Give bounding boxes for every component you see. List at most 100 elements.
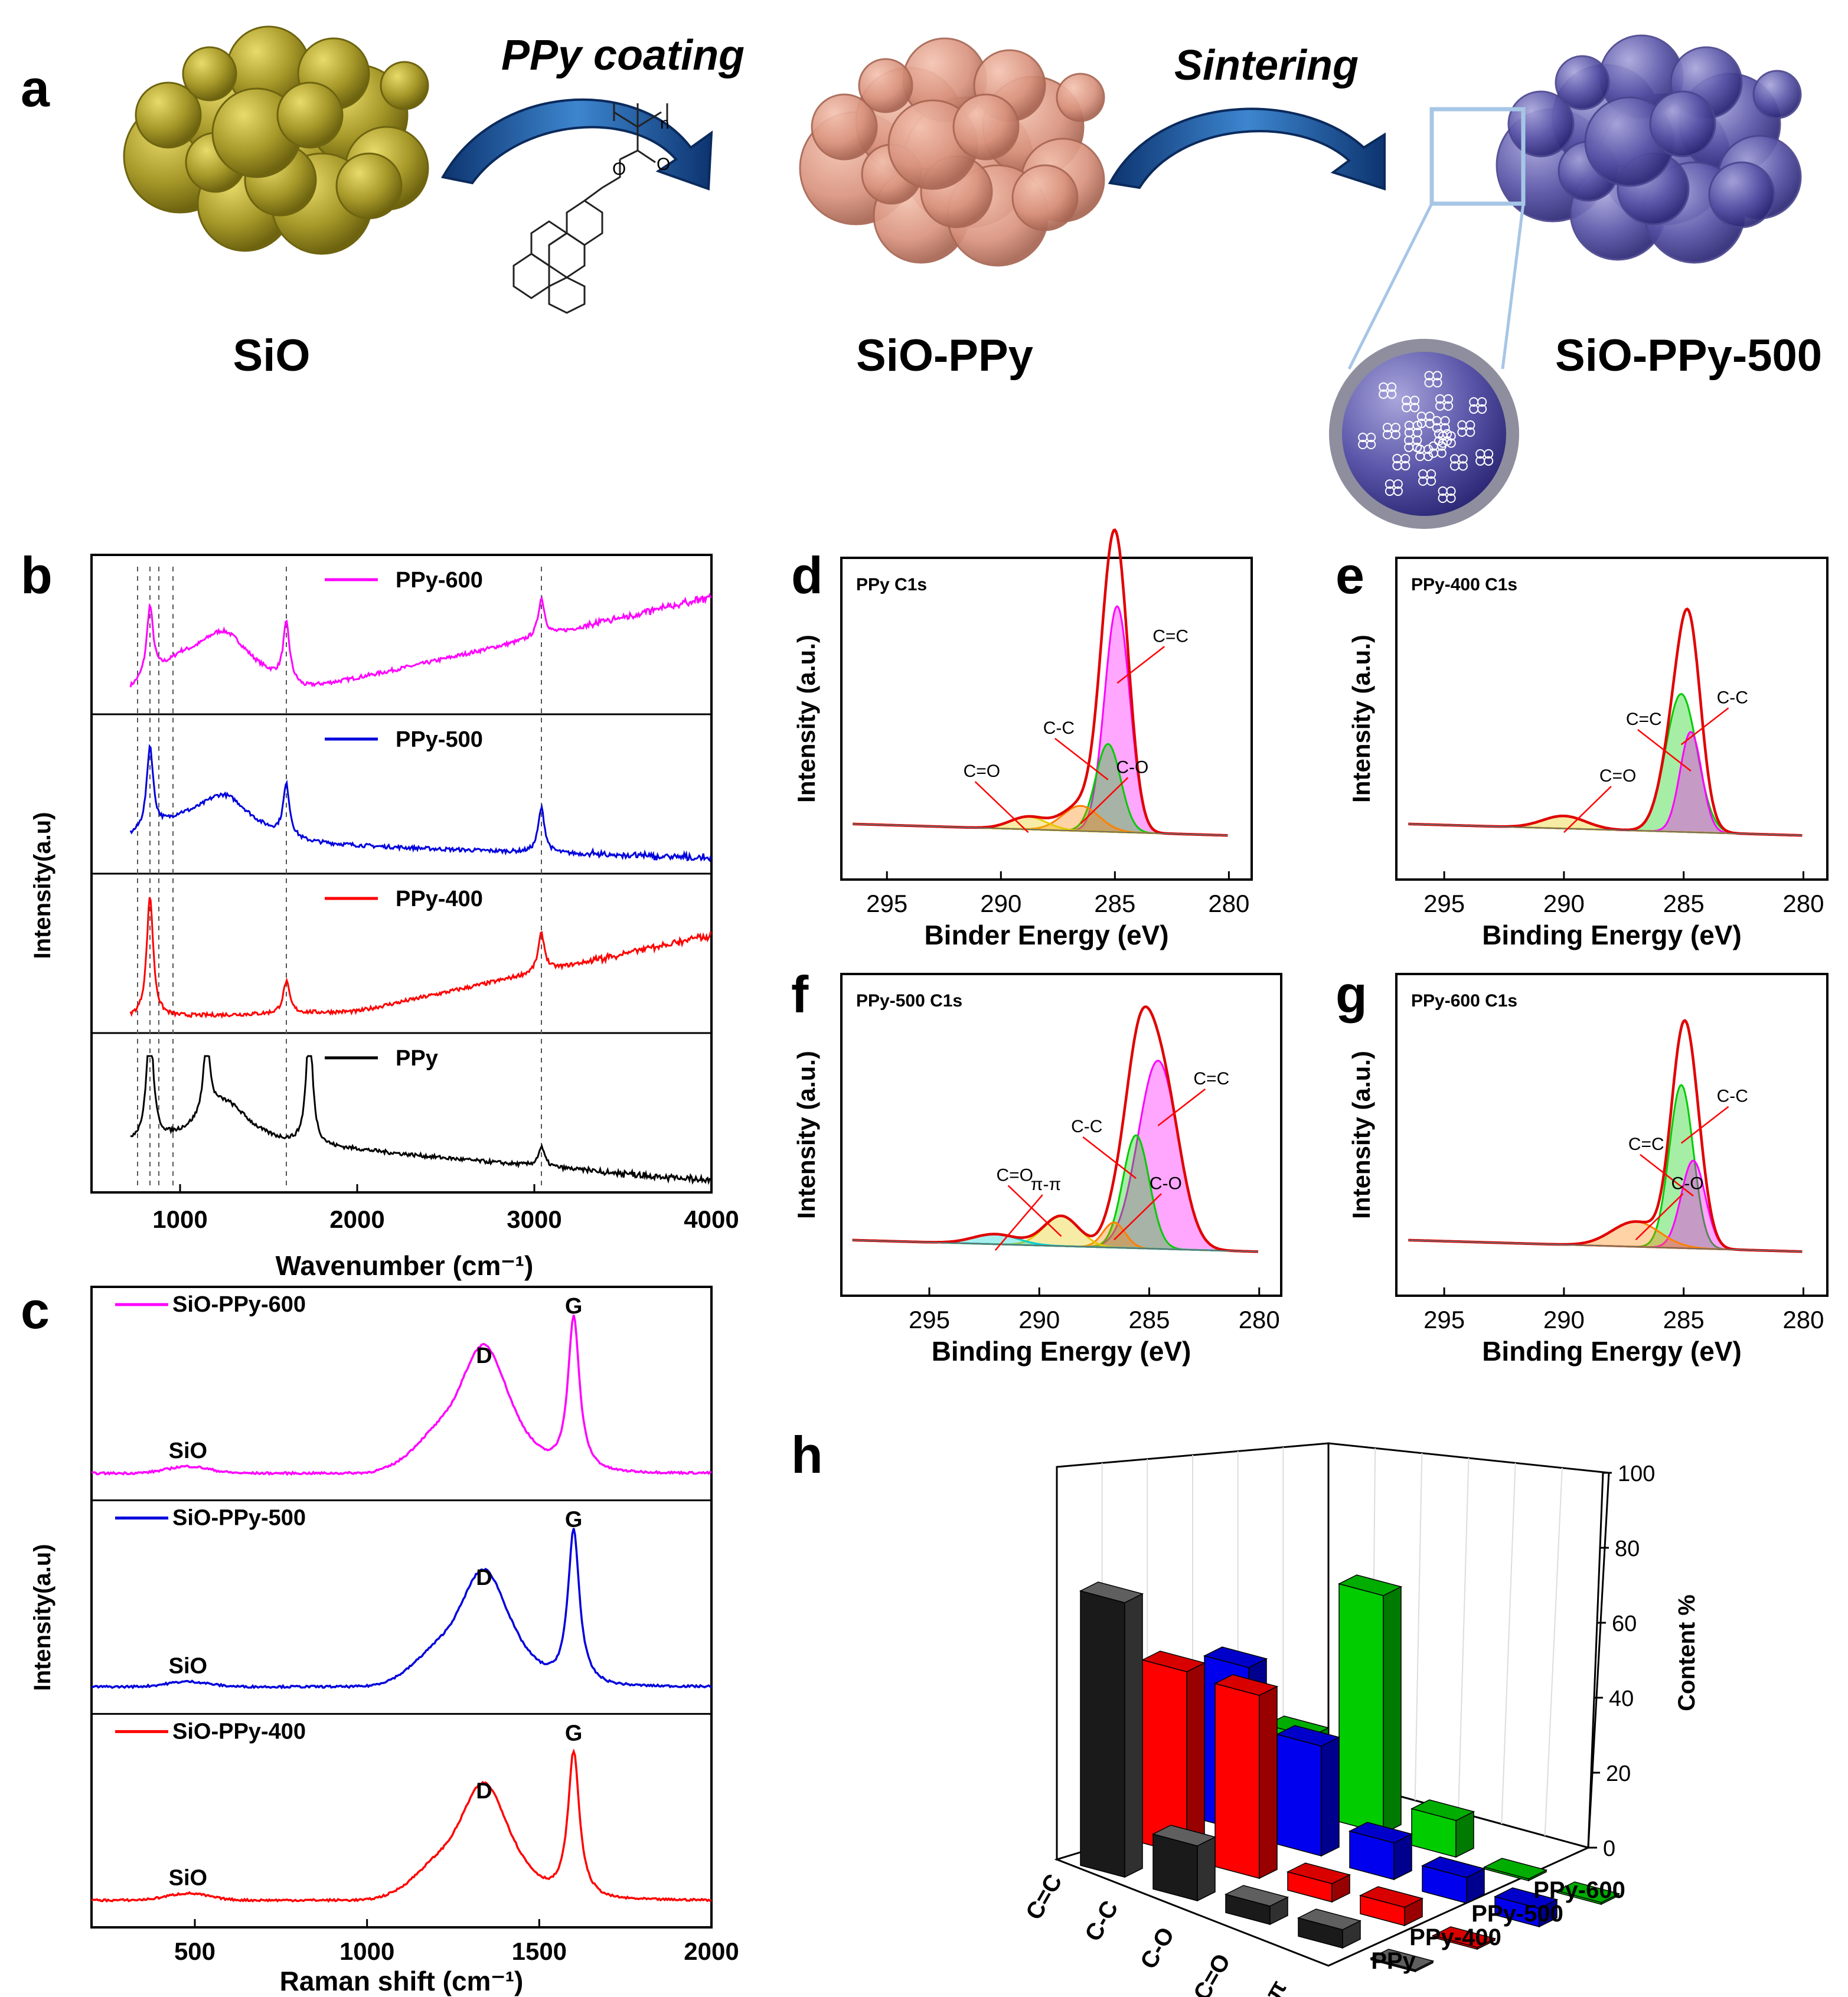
- z-axis: [1587, 1472, 1604, 1848]
- series-line-SiO-PPy-600: [92, 1315, 712, 1476]
- plot-frame: [840, 973, 1282, 1297]
- panel-b-ylabel: Intensity(a.u): [30, 812, 55, 959]
- panel-c-xlabel: Raman shift (cm⁻¹): [280, 1966, 524, 1996]
- y-axis-label: Intensity (a.u.): [1347, 1051, 1375, 1219]
- legend-label: PPy-500: [396, 727, 483, 752]
- annotation-C=O: C=O: [997, 1165, 1034, 1185]
- panel-c-ylabel: Intensity(a.u): [30, 1544, 55, 1691]
- x-tick-label: 500: [174, 1937, 216, 1965]
- annotation-C-O: C-O: [1671, 1174, 1704, 1193]
- annotation-arrow: [1116, 646, 1165, 684]
- pyrene-unit: [1446, 493, 1456, 503]
- x-tick-label: 280: [1208, 890, 1249, 917]
- bar-front: [1080, 1590, 1125, 1878]
- annotation-arrow: [1007, 1185, 1062, 1237]
- annotation-arrow: [1080, 777, 1129, 825]
- bar-top: [1079, 1581, 1144, 1603]
- panel-b-xlabel: Wavenumber (cm⁻¹): [276, 1250, 534, 1281]
- legend-label: PPy-600: [396, 568, 483, 593]
- peak-label-sio: SiO: [169, 1654, 207, 1679]
- pyrene-unit: [1410, 403, 1420, 413]
- pyrene-unit: [1432, 378, 1442, 388]
- component-C-O: [1408, 1220, 1803, 1253]
- pyrene-unit: [1366, 432, 1376, 442]
- bar-front: [1338, 1583, 1384, 1834]
- pyrene-unit: [1390, 430, 1400, 440]
- label-sio-ppy: SiO-PPy: [856, 331, 1033, 381]
- pyrene-units-pattern: [1358, 371, 1494, 503]
- x-tick-label: 290: [1543, 890, 1585, 917]
- pyrene-unit: [1477, 404, 1487, 414]
- pyrene-unit: [1465, 420, 1475, 430]
- y-axis-label: Intensity (a.u.): [792, 635, 820, 803]
- bar-top: [1141, 1650, 1206, 1672]
- panel-f-xps-chart: PPy-500 C1s C=C C-C C-O C=Oπ-π 295 290 285 280 Bi…: [792, 973, 1282, 1367]
- annotation-arrow: [1637, 729, 1692, 772]
- pyrene-unit: [1387, 389, 1397, 399]
- sphere: [335, 152, 403, 220]
- plot-frame: [90, 1286, 713, 1929]
- background-line: [852, 1239, 1258, 1253]
- series-line-SiO-PPy-400: [91, 1748, 712, 1903]
- pyrene-unit: [1477, 397, 1487, 407]
- bar-top: [1483, 1858, 1548, 1880]
- sio-ppy-particle-cluster: [799, 37, 1105, 267]
- chart-title: PPy-600 C1s: [1411, 991, 1517, 1011]
- sphere: [1649, 90, 1716, 158]
- bar-top: [1297, 1908, 1362, 1930]
- bar-top: [1151, 1825, 1217, 1846]
- category-label: C-O: [1135, 1923, 1180, 1974]
- legend-label: PPy: [396, 1046, 438, 1071]
- polymer-subscript-n: n: [660, 114, 670, 132]
- x-tick-label: 285: [1094, 890, 1135, 917]
- series-label: PPy-600: [1533, 1877, 1625, 1903]
- pyrene-unit: [1410, 396, 1420, 406]
- x-axis-label: Binding Energy (eV): [1482, 1336, 1742, 1367]
- panel-b-ftir-chart: PPy-600 PPy-500 PPy-400 PPy 1000 2000 3000 4000: [90, 554, 739, 1233]
- annotation-C=C: C=C: [1193, 1069, 1229, 1089]
- bar-top: [1337, 1574, 1403, 1596]
- sphere: [1555, 55, 1610, 110]
- series-line-PPy-600: [129, 592, 712, 688]
- annotation-arrow: [1640, 1153, 1694, 1197]
- bar-side: [1383, 1586, 1402, 1835]
- plot-frame: [840, 557, 1253, 881]
- panel-letter-c: c: [21, 1281, 50, 1339]
- pyrene-unit: [1393, 486, 1403, 496]
- peak-label-g: G: [565, 1508, 583, 1532]
- bar-top: [1359, 1886, 1424, 1908]
- annotation-C-C: C-C: [1717, 688, 1748, 707]
- annotation-arrow: [1635, 1193, 1684, 1241]
- series-line-PPy-400: [129, 897, 712, 1019]
- x-axis-label: Binding Energy (eV): [1482, 920, 1742, 950]
- annotation-arrow: [1114, 1193, 1162, 1241]
- x-tick-label: 290: [980, 890, 1021, 917]
- annotation-arrow: [974, 781, 1029, 834]
- annotation-arrow: [1563, 786, 1612, 834]
- panel-c-raman-chart: SiO-PPy-600 SiO D G SiO-PPy-500 SiO D G SiO-PPy-…: [90, 1286, 739, 1965]
- peak-label-g: G: [565, 1721, 583, 1746]
- bar-top: [1421, 1856, 1486, 1878]
- polymer-carbonyl-o: O: [657, 155, 670, 174]
- pyrene-unit: [1400, 453, 1411, 463]
- x-tick-label: 1000: [339, 1937, 394, 1965]
- z-axis-label: Content %: [1674, 1594, 1700, 1711]
- series-label: PPy-500: [1471, 1901, 1563, 1927]
- pyrene-unit: [1412, 427, 1422, 437]
- pyrene-unit: [1412, 442, 1422, 452]
- series-line-PPy: [130, 1055, 711, 1185]
- panel-letter-f: f: [791, 965, 809, 1024]
- zoom-line-right: [1501, 203, 1525, 370]
- pyrene-unit: [1458, 461, 1468, 471]
- bar-front: [1142, 1659, 1187, 1855]
- grid-line: [1501, 1463, 1516, 1825]
- annotation-C=O: C=O: [1599, 766, 1637, 786]
- sio-particle-cluster: [123, 25, 429, 255]
- category-label: π-π: [1247, 1976, 1291, 1997]
- peak-label-d: D: [476, 1779, 492, 1804]
- x-tick-label: 1000: [152, 1205, 207, 1233]
- sphere: [380, 61, 429, 110]
- z-tick-label: 100: [1618, 1462, 1655, 1486]
